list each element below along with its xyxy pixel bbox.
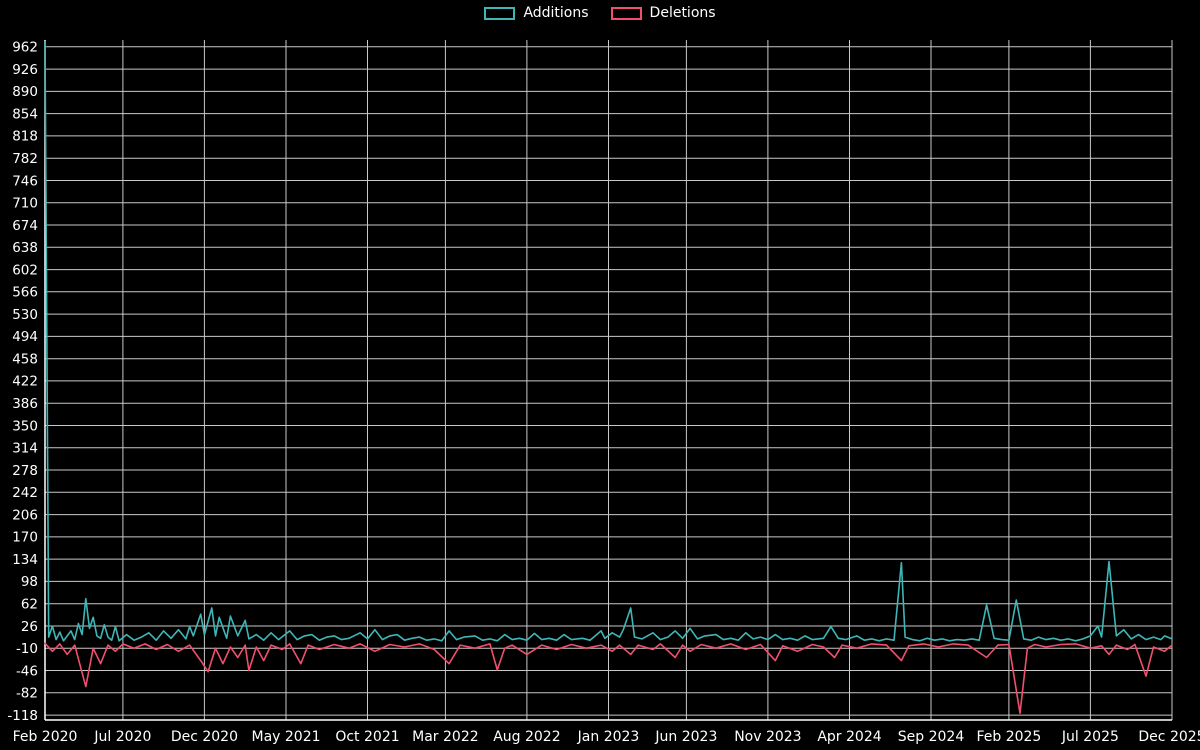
y-axis-tick-label: -118	[7, 708, 38, 724]
y-axis-tick-label: 566	[12, 285, 38, 301]
x-axis-tick-label: Mar 2022	[412, 729, 479, 745]
x-axis-tick-label: Aug 2022	[493, 729, 560, 745]
y-axis-tick-label: 746	[12, 173, 38, 189]
y-axis-tick-label: -10	[16, 641, 38, 657]
chart-legend: Additions Deletions	[0, 6, 1200, 20]
y-axis-tick-label: 26	[21, 619, 38, 635]
y-axis-tick-label: 854	[12, 106, 38, 122]
additions-legend-label: Additions	[523, 5, 589, 21]
y-axis-tick-label: 638	[12, 240, 38, 256]
x-axis-tick-label: Oct 2021	[335, 729, 399, 745]
x-axis-tick-label: Apr 2024	[817, 729, 881, 745]
y-axis-tick-label: -82	[16, 686, 38, 702]
legend-item-deletions[interactable]: Deletions	[610, 5, 716, 21]
y-axis-tick-label: 602	[12, 262, 38, 278]
y-axis-tick-label: 206	[12, 507, 38, 523]
y-axis-tick-label: 134	[12, 552, 38, 568]
y-axis-tick-label: 242	[12, 485, 38, 501]
y-axis-tick-label: 674	[12, 218, 38, 234]
y-axis-tick-label: 314	[12, 441, 38, 457]
y-axis-tick-label: 386	[12, 396, 38, 412]
y-axis-tick-label: 170	[12, 530, 38, 546]
y-axis-tick-label: 494	[12, 329, 38, 345]
deletions-swatch	[610, 6, 642, 20]
series-line-deletions	[44, 642, 1173, 715]
y-axis-tick-label: 458	[12, 352, 38, 368]
y-axis-tick-label: 962	[12, 40, 38, 56]
x-axis-tick-label: Dec 2020	[171, 729, 238, 745]
x-axis-tick-label: Feb 2020	[13, 729, 78, 745]
y-axis-tick-label: -46	[16, 663, 38, 679]
deletions-legend-label: Deletions	[649, 5, 716, 21]
y-axis-tick-label: 530	[12, 307, 38, 323]
y-axis-tick-label: 890	[12, 84, 38, 100]
series-line-additions	[44, 41, 1173, 642]
y-axis-tick-label: 710	[12, 196, 38, 212]
x-axis-tick-label: Dec 2025	[1138, 729, 1200, 745]
y-axis-tick-label: 278	[12, 463, 38, 479]
x-axis-tick-label: Jul 2020	[93, 729, 151, 745]
legend-item-additions[interactable]: Additions	[484, 5, 589, 21]
x-axis-tick-label: Sep 2024	[898, 729, 965, 745]
y-axis-tick-label: 782	[12, 151, 38, 167]
x-axis-tick-label: Jun 2023	[654, 729, 717, 745]
y-axis-tick-label: 422	[12, 374, 38, 390]
y-axis-tick-label: 926	[12, 62, 38, 78]
y-axis-tick-label: 350	[12, 418, 38, 434]
x-axis-tick-label: Feb 2025	[976, 729, 1041, 745]
additions-swatch	[484, 6, 516, 20]
y-axis-tick-label: 818	[12, 129, 38, 145]
x-axis-tick-label: Jul 2025	[1061, 729, 1119, 745]
x-axis-tick-label: Nov 2023	[734, 729, 801, 745]
y-axis-tick-label: 98	[21, 574, 38, 590]
x-axis-tick-label: Jan 2023	[577, 729, 640, 745]
x-axis-tick-label: May 2021	[251, 729, 320, 745]
y-axis-tick-label: 62	[21, 597, 38, 613]
